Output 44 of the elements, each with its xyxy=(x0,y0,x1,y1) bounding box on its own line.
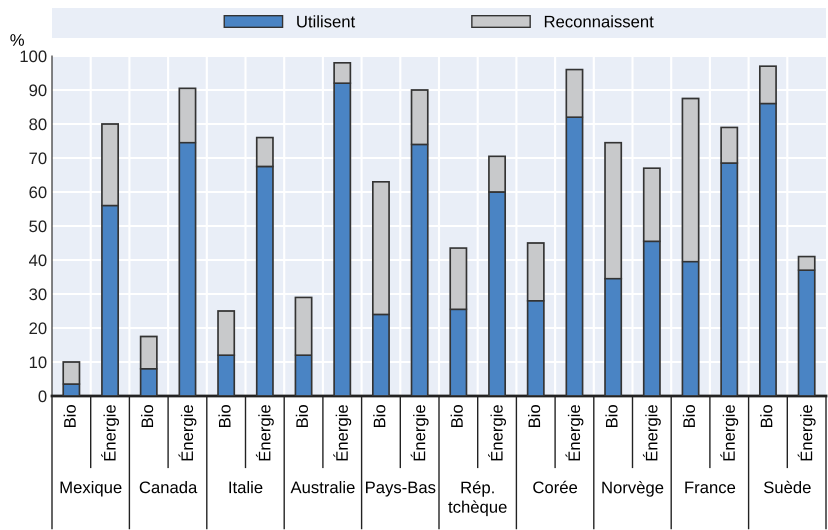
y-tick-label: 100 xyxy=(20,50,46,62)
text: France xyxy=(685,482,736,494)
x-tick-label: Énergie xyxy=(642,405,661,460)
x-tick-label: Énergie xyxy=(101,405,120,460)
x-tick-label: Énergie xyxy=(720,405,738,460)
x-tick-label: Énergie xyxy=(798,405,816,460)
x-tick-label: Bio xyxy=(450,405,463,428)
legend-label: Utilisent xyxy=(297,15,356,28)
x-tick-label: Bio xyxy=(682,405,696,428)
y-tick-label: 70 xyxy=(29,152,46,164)
text: Australie xyxy=(290,481,355,494)
text: Corée xyxy=(533,480,578,494)
x-tick-label: Bio xyxy=(373,405,386,428)
text: Norvège xyxy=(602,481,664,497)
y-tick-label: 60 xyxy=(29,186,46,198)
text: Pays-Bas xyxy=(366,482,436,497)
y-tick-label: 40 xyxy=(28,254,46,266)
y-tick-label: 90 xyxy=(29,84,46,96)
x-tick-label: Bio xyxy=(605,405,618,428)
y-tick-label: 30 xyxy=(29,288,46,300)
text: Canada xyxy=(140,481,198,494)
x-tick-label: Énergie xyxy=(488,405,506,460)
x-tick-label: Bio xyxy=(140,405,154,428)
x-tick-label: Énergie xyxy=(333,405,352,460)
text: Suède xyxy=(764,480,811,494)
x-tick-label: Énergie xyxy=(410,405,429,460)
y-tick-label: 80 xyxy=(29,118,46,130)
x-tick-label: Énergie xyxy=(256,405,274,460)
y-tick-label: 50 xyxy=(29,220,46,232)
x-tick-label: Bio xyxy=(218,405,231,428)
y-tick-label: 0 xyxy=(38,390,46,402)
legend-label: Reconnaissent xyxy=(544,15,654,28)
x-tick-label: Énergie xyxy=(565,405,584,460)
y-tick-label: 10 xyxy=(30,356,46,368)
x-tick-label: Énergie xyxy=(178,405,196,460)
text: Mexique xyxy=(60,481,122,497)
x-tick-label: Bio xyxy=(528,405,540,428)
x-tick-label: Bio xyxy=(296,405,308,428)
y-axis-title: % xyxy=(10,34,24,46)
text: Rép. tchèque xyxy=(448,481,507,516)
y-tick-label: 20 xyxy=(29,322,46,334)
x-tick-label: Bio xyxy=(64,405,76,428)
text: Italie xyxy=(229,481,262,494)
x-tick-label: Bio xyxy=(760,405,772,428)
